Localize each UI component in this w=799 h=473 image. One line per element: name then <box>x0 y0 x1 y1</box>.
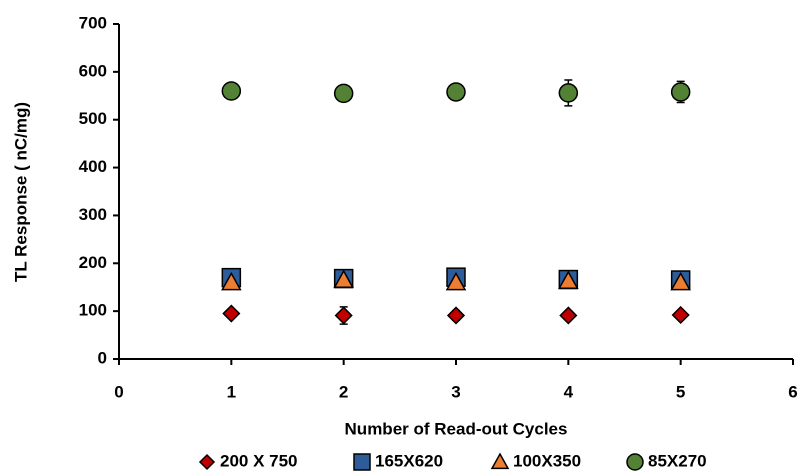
point <box>558 270 579 289</box>
legend-marker <box>198 453 216 471</box>
point <box>670 82 691 102</box>
point <box>670 271 691 291</box>
point <box>558 83 579 103</box>
x-axis-title: Number of Read-out Cycles <box>345 419 568 438</box>
legend-label: 200 X 750 <box>220 451 298 470</box>
point <box>445 271 467 291</box>
point <box>221 271 242 291</box>
point <box>333 269 354 288</box>
x-tick-label: 5 <box>676 382 685 401</box>
x-tick-label: 3 <box>451 382 460 401</box>
legend-marker <box>353 453 371 471</box>
legend-label: 165X620 <box>375 451 443 470</box>
y-tick-label: 700 <box>79 13 107 32</box>
y-tick-label: 500 <box>79 109 107 128</box>
y-tick-label: 0 <box>98 348 107 367</box>
point <box>559 306 578 325</box>
x-tick-label: 1 <box>227 382 236 401</box>
point <box>446 306 466 325</box>
y-tick-label: 400 <box>79 157 107 176</box>
y-tick-label: 200 <box>79 253 107 272</box>
legend-marker <box>490 452 510 470</box>
point <box>333 83 354 104</box>
point <box>221 81 242 101</box>
y-tick-label: 100 <box>79 301 107 320</box>
x-tick-label: 2 <box>339 382 348 401</box>
y-tick-label: 600 <box>79 61 107 80</box>
point <box>222 304 241 323</box>
point <box>671 305 690 325</box>
legend-label: 85X270 <box>648 451 707 470</box>
legend-marker <box>626 453 644 471</box>
y-axis-title: TL Response ( nC/mg) <box>11 102 30 282</box>
point <box>446 82 466 102</box>
point <box>334 306 353 325</box>
y-tick-label: 300 <box>79 205 107 224</box>
x-tick-label: 0 <box>114 382 123 401</box>
legend-label: 100X350 <box>513 451 581 470</box>
x-tick-label: 6 <box>788 382 797 401</box>
x-tick-label: 4 <box>564 382 574 401</box>
